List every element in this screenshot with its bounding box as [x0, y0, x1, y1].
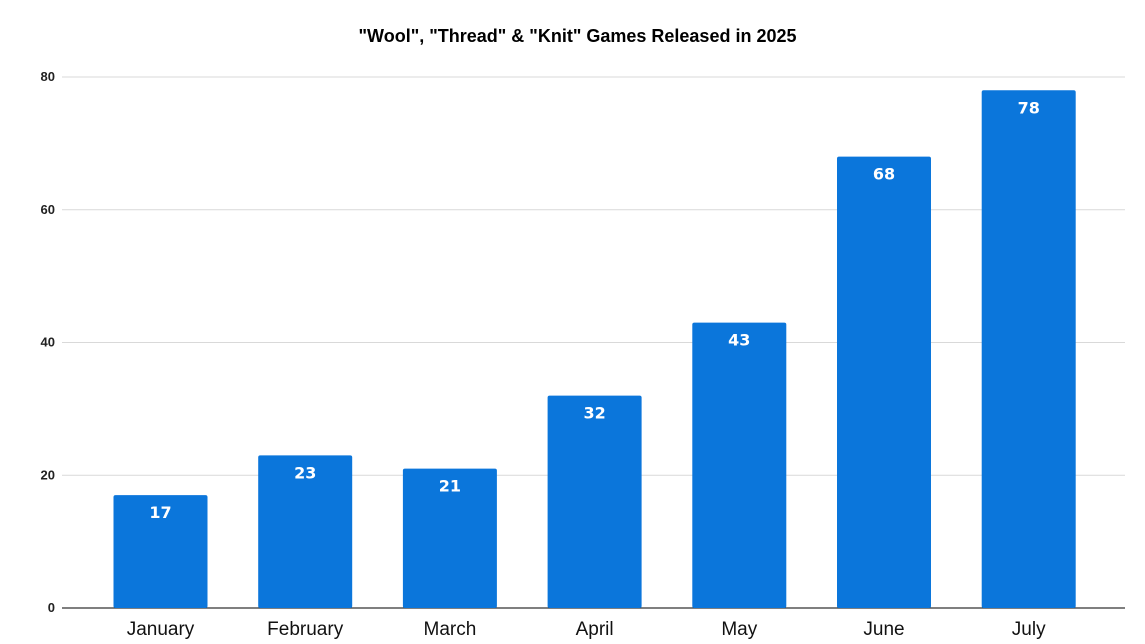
- x-tick-label: February: [267, 619, 344, 640]
- bar-march: [402, 468, 497, 608]
- x-tick-label: March: [424, 619, 477, 640]
- y-tick-label: 20: [41, 467, 55, 482]
- data-labels: 17 23 21 32 43 68 78: [149, 98, 1039, 522]
- data-label: 78: [1018, 98, 1040, 117]
- bar-may: [692, 322, 787, 608]
- x-tick-label: April: [576, 619, 614, 640]
- bars: [113, 90, 1076, 608]
- x-tick-label: July: [1012, 619, 1046, 640]
- x-tick-label: January: [127, 619, 195, 640]
- y-tick-label: 0: [48, 600, 55, 615]
- bar-june: [837, 156, 931, 608]
- data-label: 23: [294, 463, 316, 482]
- x-tick-label: May: [721, 619, 757, 640]
- x-axis-labels: January February March April May June July: [127, 619, 1046, 640]
- data-label: 43: [728, 331, 750, 350]
- data-label: 17: [149, 503, 171, 522]
- chart-title: "Wool", "Thread" & "Knit" Games Released…: [358, 26, 797, 46]
- y-tick-label: 40: [41, 335, 55, 350]
- y-tick-label: 80: [41, 69, 55, 84]
- data-label: 21: [439, 477, 461, 496]
- bar-february: [258, 455, 353, 608]
- y-axis-labels: 0 20 40 60 80: [41, 69, 55, 615]
- data-label: 68: [873, 165, 895, 184]
- bar-july: [981, 90, 1076, 608]
- x-tick-label: June: [863, 619, 904, 640]
- y-tick-label: 60: [41, 202, 55, 217]
- bar-january: [113, 495, 208, 608]
- data-label: 32: [583, 404, 605, 423]
- bar-april: [547, 395, 642, 608]
